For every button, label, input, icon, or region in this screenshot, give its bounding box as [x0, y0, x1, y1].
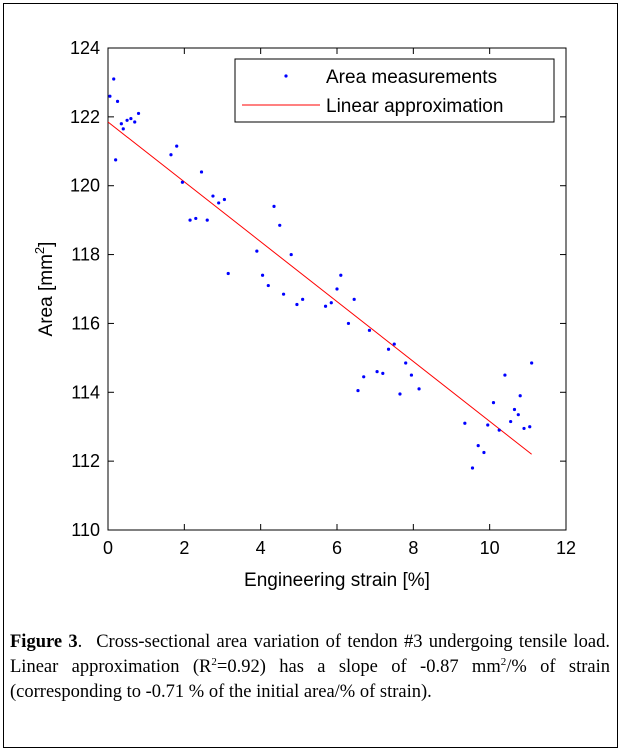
y-tick-label-1: 112 — [71, 451, 100, 471]
data-point-48 — [470, 466, 475, 470]
y-tick-label-0: 110 — [71, 520, 100, 540]
ticks-layer: 0 2 4 6 8 10 12 110 112 114 116 118 120 122 124 — [70, 38, 576, 558]
data-point-16 — [205, 218, 209, 222]
data-point-59 — [522, 426, 526, 431]
data-point-1 — [112, 77, 116, 81]
data-point-54 — [503, 373, 507, 377]
data-point-44 — [404, 361, 408, 365]
data-point-45 — [409, 373, 414, 377]
caption-mm-superscript: 2 — [500, 655, 507, 668]
caption-text-2: =0.92) has a slope of -0.87 mm — [216, 657, 501, 677]
data-point-12 — [180, 180, 185, 184]
x-tick-label-0: 0 — [103, 538, 113, 558]
legend-marker-area-measurements — [284, 74, 288, 78]
data-point-46 — [417, 387, 421, 391]
data-point-17 — [211, 194, 215, 198]
points-layer — [108, 77, 534, 470]
x-tick-label-4: 8 — [408, 538, 418, 558]
y-tick-label-7: 124 — [70, 38, 100, 58]
data-point-52 — [491, 401, 496, 405]
data-point-8 — [133, 120, 137, 124]
caption-r-superscript: 2 — [211, 655, 217, 668]
data-point-57 — [516, 413, 520, 417]
figure-caption: Figure 3. Cross-sectional area variation … — [10, 630, 610, 705]
x-tick-label-2: 4 — [256, 538, 266, 558]
data-point-20 — [226, 271, 230, 276]
data-point-49 — [476, 444, 480, 448]
legend: Area measurements Linear approximation — [234, 58, 555, 123]
caption-label: Figure 3 — [10, 632, 78, 652]
data-point-19 — [222, 197, 227, 202]
data-point-10 — [169, 153, 173, 157]
x-axis-label: Engineering strain [%] — [244, 570, 430, 591]
fit-line-layer — [107, 121, 532, 455]
y-tick-label-5: 120 — [70, 176, 100, 196]
data-point-30 — [323, 304, 328, 308]
data-point-22 — [260, 273, 265, 277]
data-point-7 — [129, 116, 133, 121]
data-point-42 — [392, 342, 396, 346]
data-point-2 — [114, 158, 118, 162]
caption-text-3: /% of strain (corresponding to -0.71 % o… — [10, 657, 611, 702]
data-point-38 — [367, 328, 372, 332]
caption-text-1: Cross-sectional area variation of tendon… — [10, 632, 610, 677]
x-tick-label-1: 2 — [179, 538, 189, 558]
data-point-26 — [281, 292, 286, 296]
data-point-55 — [509, 419, 513, 424]
data-point-9 — [136, 111, 141, 116]
data-point-58 — [518, 394, 522, 398]
y-tick-label-6: 122 — [70, 107, 100, 127]
data-point-53 — [497, 428, 501, 432]
data-point-31 — [329, 301, 333, 305]
data-point-11 — [175, 144, 179, 148]
linear-approximation-line — [107, 121, 532, 455]
x-tick-label-3: 6 — [332, 538, 342, 558]
legend-box — [234, 58, 555, 123]
data-point-50 — [482, 450, 486, 455]
data-point-23 — [266, 283, 270, 288]
data-point-41 — [386, 347, 391, 351]
caption-label-period: . — [77, 632, 83, 652]
data-point-27 — [289, 252, 293, 257]
data-point-36 — [356, 388, 360, 393]
data-point-51 — [486, 423, 490, 427]
data-point-37 — [362, 375, 366, 379]
data-point-15 — [199, 170, 204, 174]
y-axis-label: Area [mm2] — [32, 242, 57, 337]
data-point-28 — [295, 302, 299, 307]
y-tick-label-4: 118 — [71, 245, 100, 265]
data-point-4 — [119, 122, 123, 126]
data-point-32 — [335, 287, 339, 291]
x-tick-label-5: 10 — [480, 538, 500, 558]
data-point-13 — [188, 218, 192, 222]
legend-label-linear-approximation: Linear approximation — [326, 96, 503, 117]
data-point-47 — [463, 421, 467, 425]
legend-label-area-measurements: Area measurements — [326, 67, 497, 88]
data-point-29 — [301, 297, 305, 301]
y-tick-label-2: 114 — [71, 382, 100, 402]
data-point-43 — [398, 392, 402, 396]
data-point-18 — [217, 201, 221, 205]
data-point-39 — [375, 370, 379, 374]
data-point-60 — [528, 425, 532, 429]
data-point-40 — [381, 371, 385, 375]
y-tick-label-3: 116 — [71, 313, 100, 333]
data-point-6 — [125, 118, 129, 122]
data-point-24 — [272, 204, 276, 208]
data-point-56 — [512, 407, 517, 412]
data-point-61 — [530, 361, 534, 365]
scatter-chart: 0 2 4 6 8 10 12 110 112 114 116 118 120 122 124 Engine… — [32, 38, 576, 591]
data-point-3 — [115, 99, 120, 103]
data-point-14 — [194, 216, 198, 221]
data-point-33 — [339, 273, 343, 277]
data-point-25 — [278, 223, 282, 227]
x-tick-label-6: 12 — [556, 538, 576, 558]
data-point-34 — [346, 321, 351, 326]
data-point-35 — [352, 297, 356, 301]
data-point-21 — [255, 249, 259, 253]
data-point-0 — [108, 94, 112, 98]
data-point-5 — [121, 127, 125, 131]
